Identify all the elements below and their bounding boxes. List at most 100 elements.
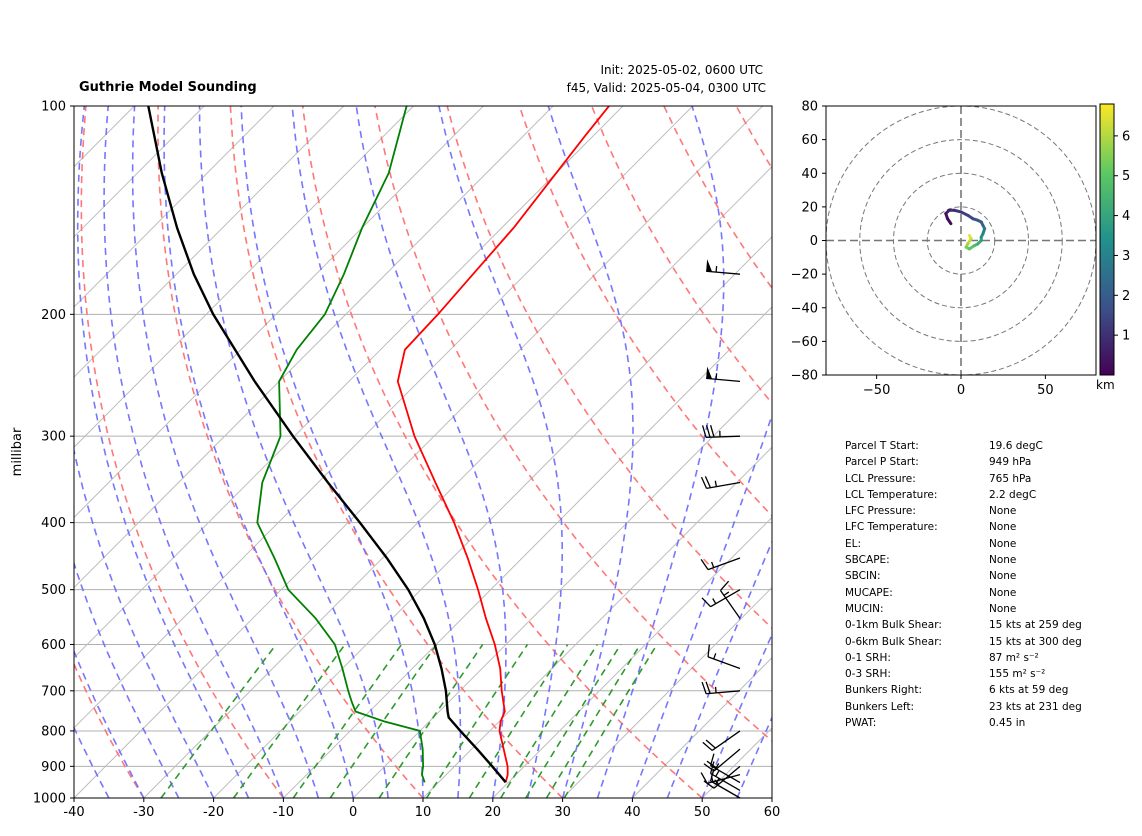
- parameter-value: 23 kts at 231 deg: [989, 699, 1082, 715]
- parameter-value: None: [989, 585, 1016, 601]
- parameter-row: Parcel T Start:19.6 degC: [845, 438, 1115, 454]
- mixing-ratio-line: [547, 645, 641, 799]
- mixing-ratio-line: [379, 645, 483, 799]
- hodograph-trace-segment: [948, 219, 951, 224]
- parameter-label: 0-3 SRH:: [845, 666, 891, 682]
- barb-full: [702, 682, 706, 694]
- hodo-y-tick-label: −40: [791, 301, 818, 316]
- parameter-row: LFC Pressure:None: [845, 503, 1115, 519]
- hodo-y-tick-label: 40: [801, 167, 818, 182]
- isotherm-line: [214, 106, 903, 798]
- barb-staff: [711, 590, 740, 607]
- barb-staff: [707, 482, 740, 488]
- mixing-ratio-line: [526, 645, 621, 799]
- mixing-ratio-line: [501, 645, 598, 799]
- wind-barb: [703, 731, 740, 751]
- parameter-value: 87 m² s⁻²: [989, 650, 1039, 666]
- y-tick-label: 400: [41, 516, 66, 531]
- isotherm-line: [0, 106, 204, 798]
- x-tick-label: 10: [415, 805, 432, 820]
- barb-full: [708, 645, 709, 657]
- isotherm-line: [144, 106, 833, 798]
- hodo-y-tick-label: −20: [791, 268, 818, 283]
- y-tick-label: 600: [41, 638, 66, 653]
- y-tick-label: 100: [41, 100, 66, 115]
- mixing-ratio-line: [564, 645, 657, 799]
- moist-adiabat: [133, 106, 319, 798]
- parameter-row: MUCAPE:None: [845, 585, 1115, 601]
- parameter-label: Bunkers Right:: [845, 682, 922, 698]
- moist-adiabat: [164, 106, 353, 798]
- parameter-row: LCL Temperature: 2.2 degC: [845, 487, 1115, 503]
- parameter-row: SBCAPE:None: [845, 552, 1115, 568]
- colorbar-tick-label: 5: [1122, 169, 1130, 184]
- parameter-value: 2.2 degC: [989, 487, 1036, 503]
- isotherm-line: [0, 106, 483, 798]
- hodo-x-tick-label: −50: [863, 383, 890, 398]
- temperature-profile-line: [398, 106, 609, 782]
- hodograph-plot-area: [826, 106, 1096, 375]
- y-tick-label: 300: [41, 430, 66, 445]
- parameter-row: Bunkers Right:6 kts at 59 deg: [845, 682, 1115, 698]
- barb-full: [720, 581, 728, 590]
- x-tick-label: -30: [133, 805, 154, 820]
- chart-title: Guthrie Model Sounding: [79, 80, 257, 95]
- mixing-ratio-line: [161, 645, 276, 799]
- colorbar-label: km: [1096, 378, 1115, 392]
- moist-adiabat: [439, 106, 562, 798]
- x-tick-label: -10: [273, 805, 294, 820]
- parameter-label: LCL Pressure:: [845, 471, 916, 487]
- barb-full: [705, 476, 710, 487]
- wind-barb: [701, 476, 740, 488]
- moist-adiabat: [104, 106, 283, 798]
- barb-full: [701, 477, 706, 488]
- y-axis-label: millibar: [10, 427, 25, 476]
- barb-staff: [711, 781, 740, 798]
- parameter-row: Bunkers Left:23 kts at 231 deg: [845, 699, 1115, 715]
- barb-staff: [712, 731, 740, 751]
- parameter-row: 0-6km Bulk Shear:15 kts at 300 deg: [845, 634, 1115, 650]
- isotherm-line: [0, 106, 553, 798]
- parameter-label: LCL Temperature:: [845, 487, 937, 503]
- parameter-value: None: [989, 503, 1016, 519]
- moist-adiabat: [200, 106, 389, 798]
- parameter-row: LCL Pressure:765 hPa: [845, 471, 1115, 487]
- parameter-label: MUCIN:: [845, 601, 884, 617]
- init-time: Init: 2025-05-02, 0600 UTC: [560, 63, 763, 77]
- barb-half: [715, 481, 716, 487]
- x-tick-label: -20: [203, 805, 224, 820]
- barb-half: [716, 266, 717, 272]
- parameter-value: 155 m² s⁻²: [989, 666, 1045, 682]
- y-tick-label: 500: [41, 583, 66, 598]
- moist-adiabat: [548, 106, 633, 798]
- hodo-y-tick-label: 60: [801, 133, 818, 148]
- colorbar-tick-label: 4: [1122, 209, 1130, 224]
- parameter-value: 19.6 degC: [989, 438, 1043, 454]
- moist-adiabat: [53, 106, 214, 798]
- parameter-value: 949 hPa: [989, 454, 1031, 470]
- barb-half: [716, 771, 719, 776]
- parameter-row: EL:None: [845, 536, 1115, 552]
- parameter-label: 0-6km Bulk Shear:: [845, 634, 942, 650]
- parameter-row: Parcel P Start: 949 hPa: [845, 454, 1115, 470]
- parameter-label: LFC Temperature:: [845, 519, 938, 535]
- parameter-label: SBCIN:: [845, 568, 881, 584]
- parameter-label: 0-1km Bulk Shear:: [845, 617, 942, 633]
- isotherm-line: [0, 106, 623, 798]
- x-tick-label: -40: [63, 805, 84, 820]
- hodo-y-tick-label: 80: [801, 100, 818, 115]
- hodo-y-tick-label: 0: [810, 234, 818, 249]
- dry-adiabat: [81, 106, 283, 798]
- barb-full: [711, 425, 714, 437]
- dry-adiabat: [158, 106, 423, 798]
- moist-adiabat: [598, 106, 724, 798]
- parameter-row: MUCIN:None: [845, 601, 1115, 617]
- parameter-label: Parcel P Start:: [845, 454, 919, 470]
- barb-full: [706, 682, 710, 694]
- dry-adiabat: [230, 106, 562, 798]
- barb-flag: [706, 259, 712, 271]
- barb-half: [713, 598, 716, 603]
- colorbar-tick-label: 1: [1122, 329, 1130, 344]
- barb-half: [724, 592, 729, 595]
